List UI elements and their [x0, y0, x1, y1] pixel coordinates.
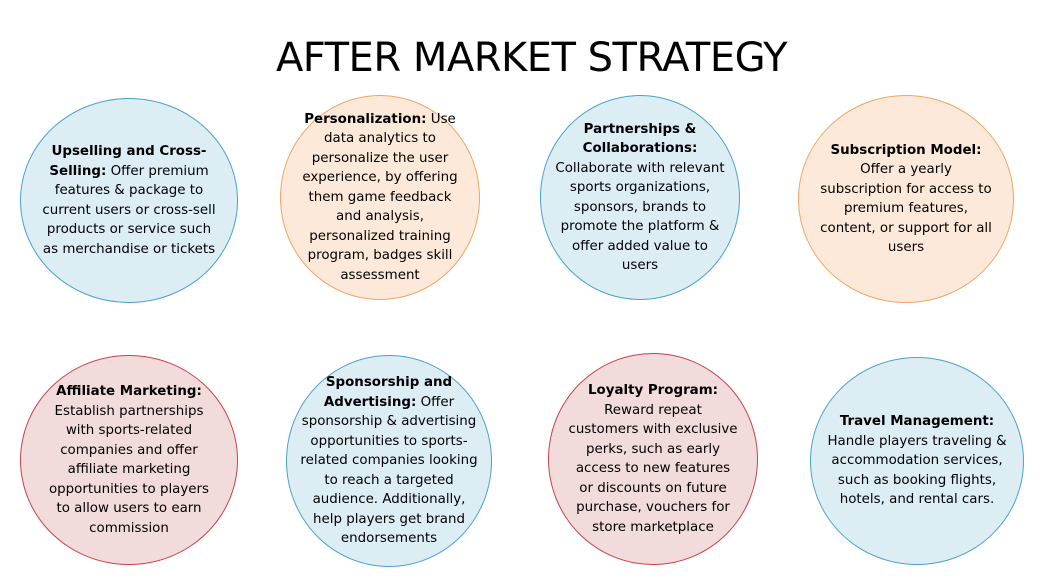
strategy-description: Offer a yearly subscription for access t…	[820, 162, 992, 255]
strategy-description: Reward repeat customers with exclusive p…	[568, 402, 738, 535]
strategy-description: Offer premium features & package to curr…	[42, 163, 216, 257]
strategy-circle-personalization: Personalization: Use data analytics to p…	[280, 95, 480, 300]
strategy-description: Establish partnerships with sports-relat…	[48, 403, 210, 536]
strategy-circle-upselling: Upselling and Cross-Selling: Offer premi…	[20, 98, 238, 303]
strategy-heading: Upselling and Cross-Selling:	[49, 144, 207, 179]
page-title: AFTER MARKET STRATEGY	[275, 35, 788, 81]
strategy-heading: Partnerships & Collaborations:	[582, 121, 698, 157]
strategy-description: Use data analytics to personalize the us…	[302, 111, 458, 283]
strategy-heading: Loyalty Program:	[587, 383, 719, 398]
strategy-description: Handle players traveling & accommodation…	[827, 433, 1007, 508]
strategy-circle-affiliate: Affiliate Marketing: Establish partnershi…	[20, 355, 238, 565]
strategy-circle-travel: Travel Management: Handle players traveli…	[810, 357, 1024, 565]
strategy-circle-subscription: Subscription Model: Offer a yearly subscr…	[798, 95, 1014, 303]
strategy-description: Offer sponsorship & advertising opportun…	[300, 394, 478, 547]
strategy-heading: Travel Management:	[839, 414, 995, 430]
strategy-circle-partnerships: Partnerships & Collaborations: Collaborat…	[540, 95, 740, 300]
strategy-heading: Affiliate Marketing:	[56, 384, 202, 399]
strategy-circle-loyalty: Loyalty Program: Reward repeat customers …	[548, 353, 758, 565]
strategy-circle-sponsorship: Sponsorship and Advertising: Offer spons…	[286, 355, 492, 567]
strategy-heading: Subscription Model:	[830, 142, 982, 158]
strategy-heading: Sponsorship and Advertising:	[323, 375, 453, 410]
strategy-heading: Personalization:	[304, 111, 427, 127]
strategy-description: Collaborate with relevant sports organiz…	[555, 160, 725, 274]
